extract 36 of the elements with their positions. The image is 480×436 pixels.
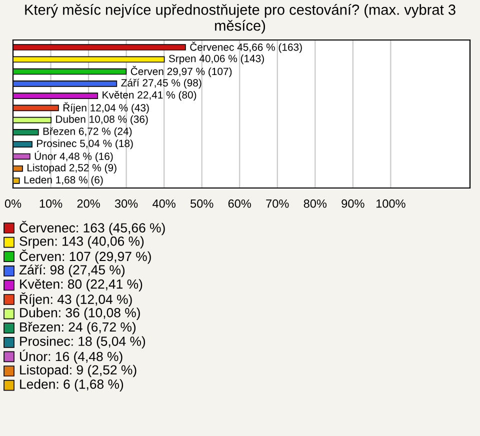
x-tick-label: 50% bbox=[190, 199, 214, 208]
text: Květen: 80 (22,41 %) bbox=[20, 279, 142, 292]
x-tick-label: 90% bbox=[342, 199, 364, 208]
text: Srpen: 143 (40,06 %) bbox=[20, 236, 144, 248]
text: Březen: 24 (6,72 %) bbox=[20, 322, 136, 334]
text: Únor: 16 (4,48 %) bbox=[20, 350, 122, 364]
text: Duben: 36 (10,08 %) bbox=[20, 308, 140, 320]
text: Prosinec: 18 (5,04 %) bbox=[20, 336, 146, 349]
x-tick-label: 10% bbox=[40, 199, 62, 208]
data-label: Červenec 45,66 % (163) bbox=[190, 42, 302, 53]
x-tick-label: 100% bbox=[376, 199, 406, 208]
x-tick-label: 40% bbox=[152, 199, 176, 208]
data-label: Únor 4,48 % (16) bbox=[34, 150, 113, 162]
x-tick-label: 60% bbox=[228, 199, 252, 208]
text: Listopad: 9 (2,52 %) bbox=[20, 364, 136, 378]
text: Říjen: 43 (12,04 %) bbox=[20, 292, 132, 307]
chart-title: Který měsíc nejvíce upřednostňujete pro cestování? (max. vybrat 3 měsíce) bbox=[25, 4, 456, 34]
data-label: Září 27,45 % (98) bbox=[121, 78, 202, 89]
data-label: Říjen 12,04 % (43) bbox=[63, 102, 149, 114]
data-label: Březen 6,72 % (24) bbox=[43, 127, 132, 138]
text: Září: 98 (27,45 %) bbox=[19, 264, 125, 278]
text: Leden: 6 (1,68 %) bbox=[20, 379, 124, 392]
data-label: Srpen 40,06 % (143) bbox=[168, 54, 264, 64]
x-tick-label: 30% bbox=[114, 199, 138, 208]
x-tick-label: 80% bbox=[304, 199, 327, 208]
data-label: Červen 29,97 % (107) bbox=[130, 66, 232, 78]
data-label: Duben 10,08 % (36) bbox=[56, 115, 148, 125]
data-label: Listopad 2,52 % (9) bbox=[28, 164, 116, 174]
x-tick-label: 20% bbox=[77, 199, 100, 208]
data-label: Květen 22,41 % (80) bbox=[102, 90, 196, 101]
data-label: Prosinec 5,04 % (18) bbox=[37, 139, 133, 150]
x-tick-label: 0% bbox=[4, 199, 22, 208]
x-tick-label: 70% bbox=[266, 199, 289, 208]
data-label: Leden 1,68 % (6) bbox=[24, 176, 103, 186]
text: Červenec: 163 (45,66 %) bbox=[20, 220, 165, 236]
text: Červen: 107 (29,97 %) bbox=[20, 249, 151, 264]
